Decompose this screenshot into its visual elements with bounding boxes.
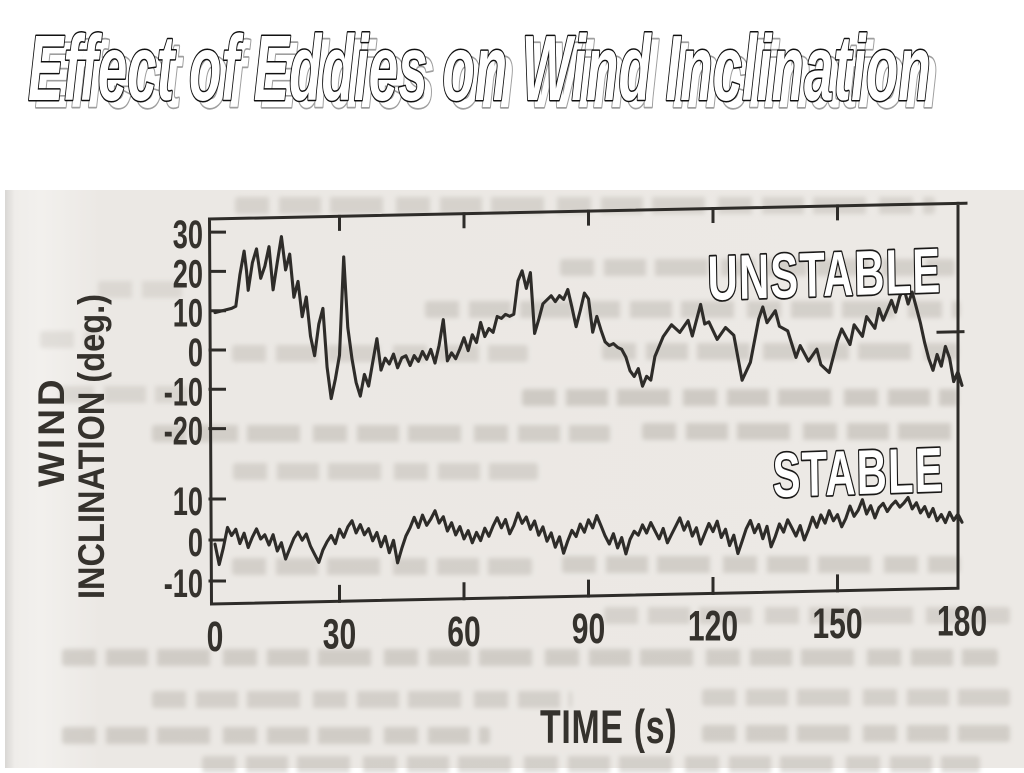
upper-y-tick-label: 10 bbox=[173, 292, 203, 336]
y-axis-title-line1: WIND bbox=[31, 376, 72, 487]
bleed-line bbox=[60, 386, 188, 403]
x-tick-label: 150 bbox=[812, 599, 862, 648]
bleed-line bbox=[152, 425, 610, 442]
upper-y-tick-label: -10 bbox=[164, 370, 203, 414]
bleed-line bbox=[62, 727, 490, 744]
bleed-line bbox=[702, 725, 1010, 742]
lower-y-tick-label: 10 bbox=[173, 480, 203, 524]
x-axis-title: TIME (s) bbox=[540, 701, 677, 754]
bleed-line bbox=[522, 389, 958, 406]
y-axis-title-line2: INCLINATION (deg.) bbox=[71, 294, 112, 599]
bleed-line bbox=[152, 691, 572, 708]
bleed-line bbox=[232, 558, 532, 575]
upper-y-tick-label: -20 bbox=[164, 410, 203, 454]
unstable-trace bbox=[213, 235, 964, 401]
lower-y-tick-label: -10 bbox=[164, 562, 203, 606]
x-tick-label: 30 bbox=[323, 609, 356, 658]
bleed-line bbox=[702, 689, 1010, 706]
upper-y-tick-label: 20 bbox=[173, 252, 203, 296]
x-tick-label: 60 bbox=[447, 606, 480, 655]
bleed-line bbox=[562, 556, 960, 573]
scanned-figure-paper bbox=[5, 190, 1024, 768]
slide-title: Effect of Eddies on Wind Inclination bbox=[28, 16, 931, 120]
stable-trace bbox=[213, 495, 964, 567]
unstable-annotation-label: UNSTABLE bbox=[707, 237, 942, 315]
bleed-line bbox=[604, 607, 1010, 624]
upper-y-tick-label: 30 bbox=[173, 213, 203, 257]
bleed-line bbox=[642, 423, 960, 440]
x-tick-label: 90 bbox=[572, 604, 605, 653]
slide-title-shadow: Effect of Eddies on Wind Inclination bbox=[35, 23, 938, 127]
bleed-line bbox=[98, 281, 182, 298]
stable-annotation-label: STABLE bbox=[772, 436, 944, 512]
x-tick-label: 120 bbox=[688, 601, 738, 650]
bleed-line bbox=[425, 301, 960, 318]
bleed-line bbox=[62, 649, 998, 666]
bleed-line bbox=[235, 197, 935, 214]
bleed-line bbox=[40, 331, 100, 348]
bleed-line bbox=[233, 463, 538, 480]
x-tick-label: 0 bbox=[207, 612, 224, 661]
x-tick-label: 180 bbox=[937, 596, 987, 645]
upper-y-tick-label: 0 bbox=[188, 331, 203, 375]
bleed-line bbox=[560, 259, 955, 276]
lower-y-tick-label: 0 bbox=[188, 521, 203, 565]
bleed-line bbox=[602, 343, 958, 360]
